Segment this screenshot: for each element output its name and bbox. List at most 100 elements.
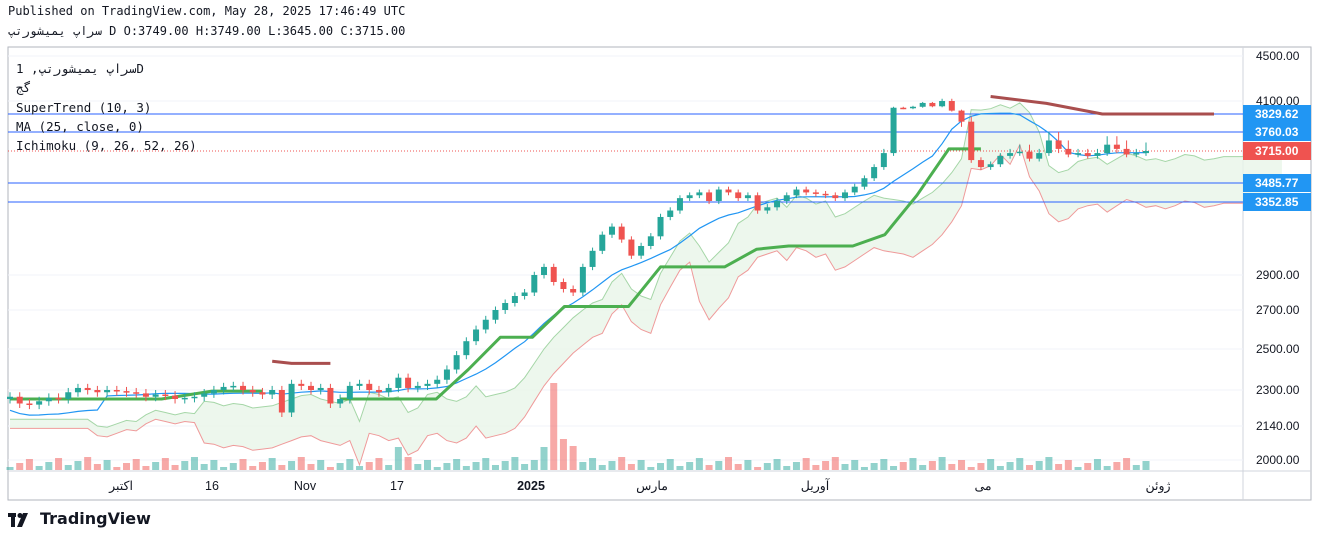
candle-body: [278, 390, 285, 413]
axes: 4500.00 4100.00 2900.00 2700.00 2500.00 2300.…: [108, 49, 1311, 494]
candle-body: [579, 266, 586, 293]
candle-body: [657, 216, 664, 237]
candle-body: [346, 385, 353, 399]
candle-body: [327, 387, 334, 404]
candle-body: [919, 102, 926, 107]
volume-bar: [1025, 465, 1033, 470]
volume-bar: [501, 461, 509, 470]
volume-bar: [326, 467, 334, 470]
candle-body: [997, 155, 1004, 165]
volume-bar: [365, 462, 373, 470]
candle-body: [36, 401, 43, 405]
volume-bar: [831, 457, 839, 470]
candle-body: [26, 403, 33, 405]
cloud-fill: [10, 102, 1282, 465]
candle-body: [172, 395, 179, 399]
candle-body: [240, 385, 247, 390]
volume-bar: [1113, 462, 1121, 470]
candle-body: [375, 390, 382, 393]
volume-bar: [521, 464, 529, 470]
candle-body: [851, 186, 858, 193]
volume-bar: [482, 458, 490, 470]
y-tick-label: 2700.00: [1256, 303, 1300, 317]
candle-body: [1084, 153, 1091, 156]
tradingview-logo-icon: [8, 512, 34, 527]
volume-bar: [317, 460, 325, 470]
volume-bar: [880, 459, 888, 470]
volume-bar: [103, 460, 111, 470]
ohlc-readout: سراپ یمیشورتپ D O:3749.00 H:3749.00 L:36…: [8, 24, 406, 38]
volume-bar: [860, 467, 868, 470]
volume-bar: [385, 465, 393, 470]
candle-body: [822, 193, 829, 196]
volume-bar: [608, 461, 616, 470]
x-tick-label: Nov: [294, 479, 317, 493]
y-tick-label: 2500.00: [1256, 342, 1300, 356]
volume-bar: [491, 465, 499, 470]
candle-body: [414, 385, 421, 388]
volume-bar: [841, 464, 849, 470]
volume-bar: [113, 467, 121, 470]
volume-bar: [297, 457, 305, 470]
legend-exchange: گج: [16, 80, 32, 95]
candle-body: [482, 319, 489, 330]
candle-body: [7, 396, 13, 399]
volume-bar: [278, 465, 286, 470]
candle-body: [502, 303, 509, 310]
tradingview-brand[interactable]: TradingView: [8, 509, 151, 528]
volume-bar: [977, 463, 985, 470]
volume-bar: [530, 460, 538, 470]
volume-bar: [1142, 461, 1150, 470]
candle-body: [104, 390, 111, 393]
volume-bar: [783, 466, 791, 470]
volume-bar: [938, 457, 946, 470]
volume-bar: [462, 466, 470, 470]
volume-bar: [152, 462, 160, 470]
candle-body: [269, 390, 276, 395]
candle-body: [1143, 151, 1149, 154]
price-level-label: 3829.62: [1255, 107, 1299, 121]
candle-body: [774, 200, 781, 208]
volume-bar: [45, 462, 53, 470]
volume-bar: [967, 467, 975, 470]
supertrend-segment-down: [272, 359, 331, 365]
volume-bar: [647, 467, 655, 470]
volume-bar: [84, 457, 92, 470]
candle-body: [307, 385, 314, 390]
candle-body: [531, 275, 538, 293]
candle-body: [473, 329, 480, 342]
candle-body: [424, 383, 431, 386]
volume-bar: [657, 463, 665, 470]
candle-body: [599, 234, 606, 251]
volume-bar: [229, 463, 237, 470]
x-tick-label: می: [974, 479, 991, 493]
volume-bar: [181, 461, 189, 470]
volume-bar: [35, 466, 43, 470]
supertrend-segment-up: [340, 147, 981, 401]
candle-body: [181, 397, 188, 400]
volume-bar: [598, 465, 606, 470]
legend-symbol: سراپ یمیشورتپ, 1D: [16, 61, 144, 76]
volume-bar: [676, 466, 684, 470]
candle-body: [220, 386, 227, 390]
volume-bar: [288, 461, 296, 470]
volume-bar: [540, 447, 548, 470]
volume-bar: [472, 462, 480, 470]
candle-body: [1016, 151, 1023, 154]
y-tick-label: 2000.00: [1256, 453, 1300, 467]
candle-body: [298, 383, 305, 386]
volume-bar: [64, 465, 72, 470]
volume-bar: [414, 464, 422, 470]
volume-bar: [424, 460, 432, 470]
volume-bar: [249, 466, 257, 470]
candle-body: [366, 383, 373, 390]
candle-body: [191, 396, 198, 399]
legend-ma: MA (25, close, 0): [16, 119, 144, 134]
candle-body: [1075, 153, 1082, 155]
candles: [7, 98, 1149, 417]
published-info: Published on TradingView.com, May 28, 20…: [8, 4, 406, 18]
candle-body: [793, 189, 800, 196]
candle-body: [16, 396, 23, 404]
volume-bar: [25, 459, 33, 470]
